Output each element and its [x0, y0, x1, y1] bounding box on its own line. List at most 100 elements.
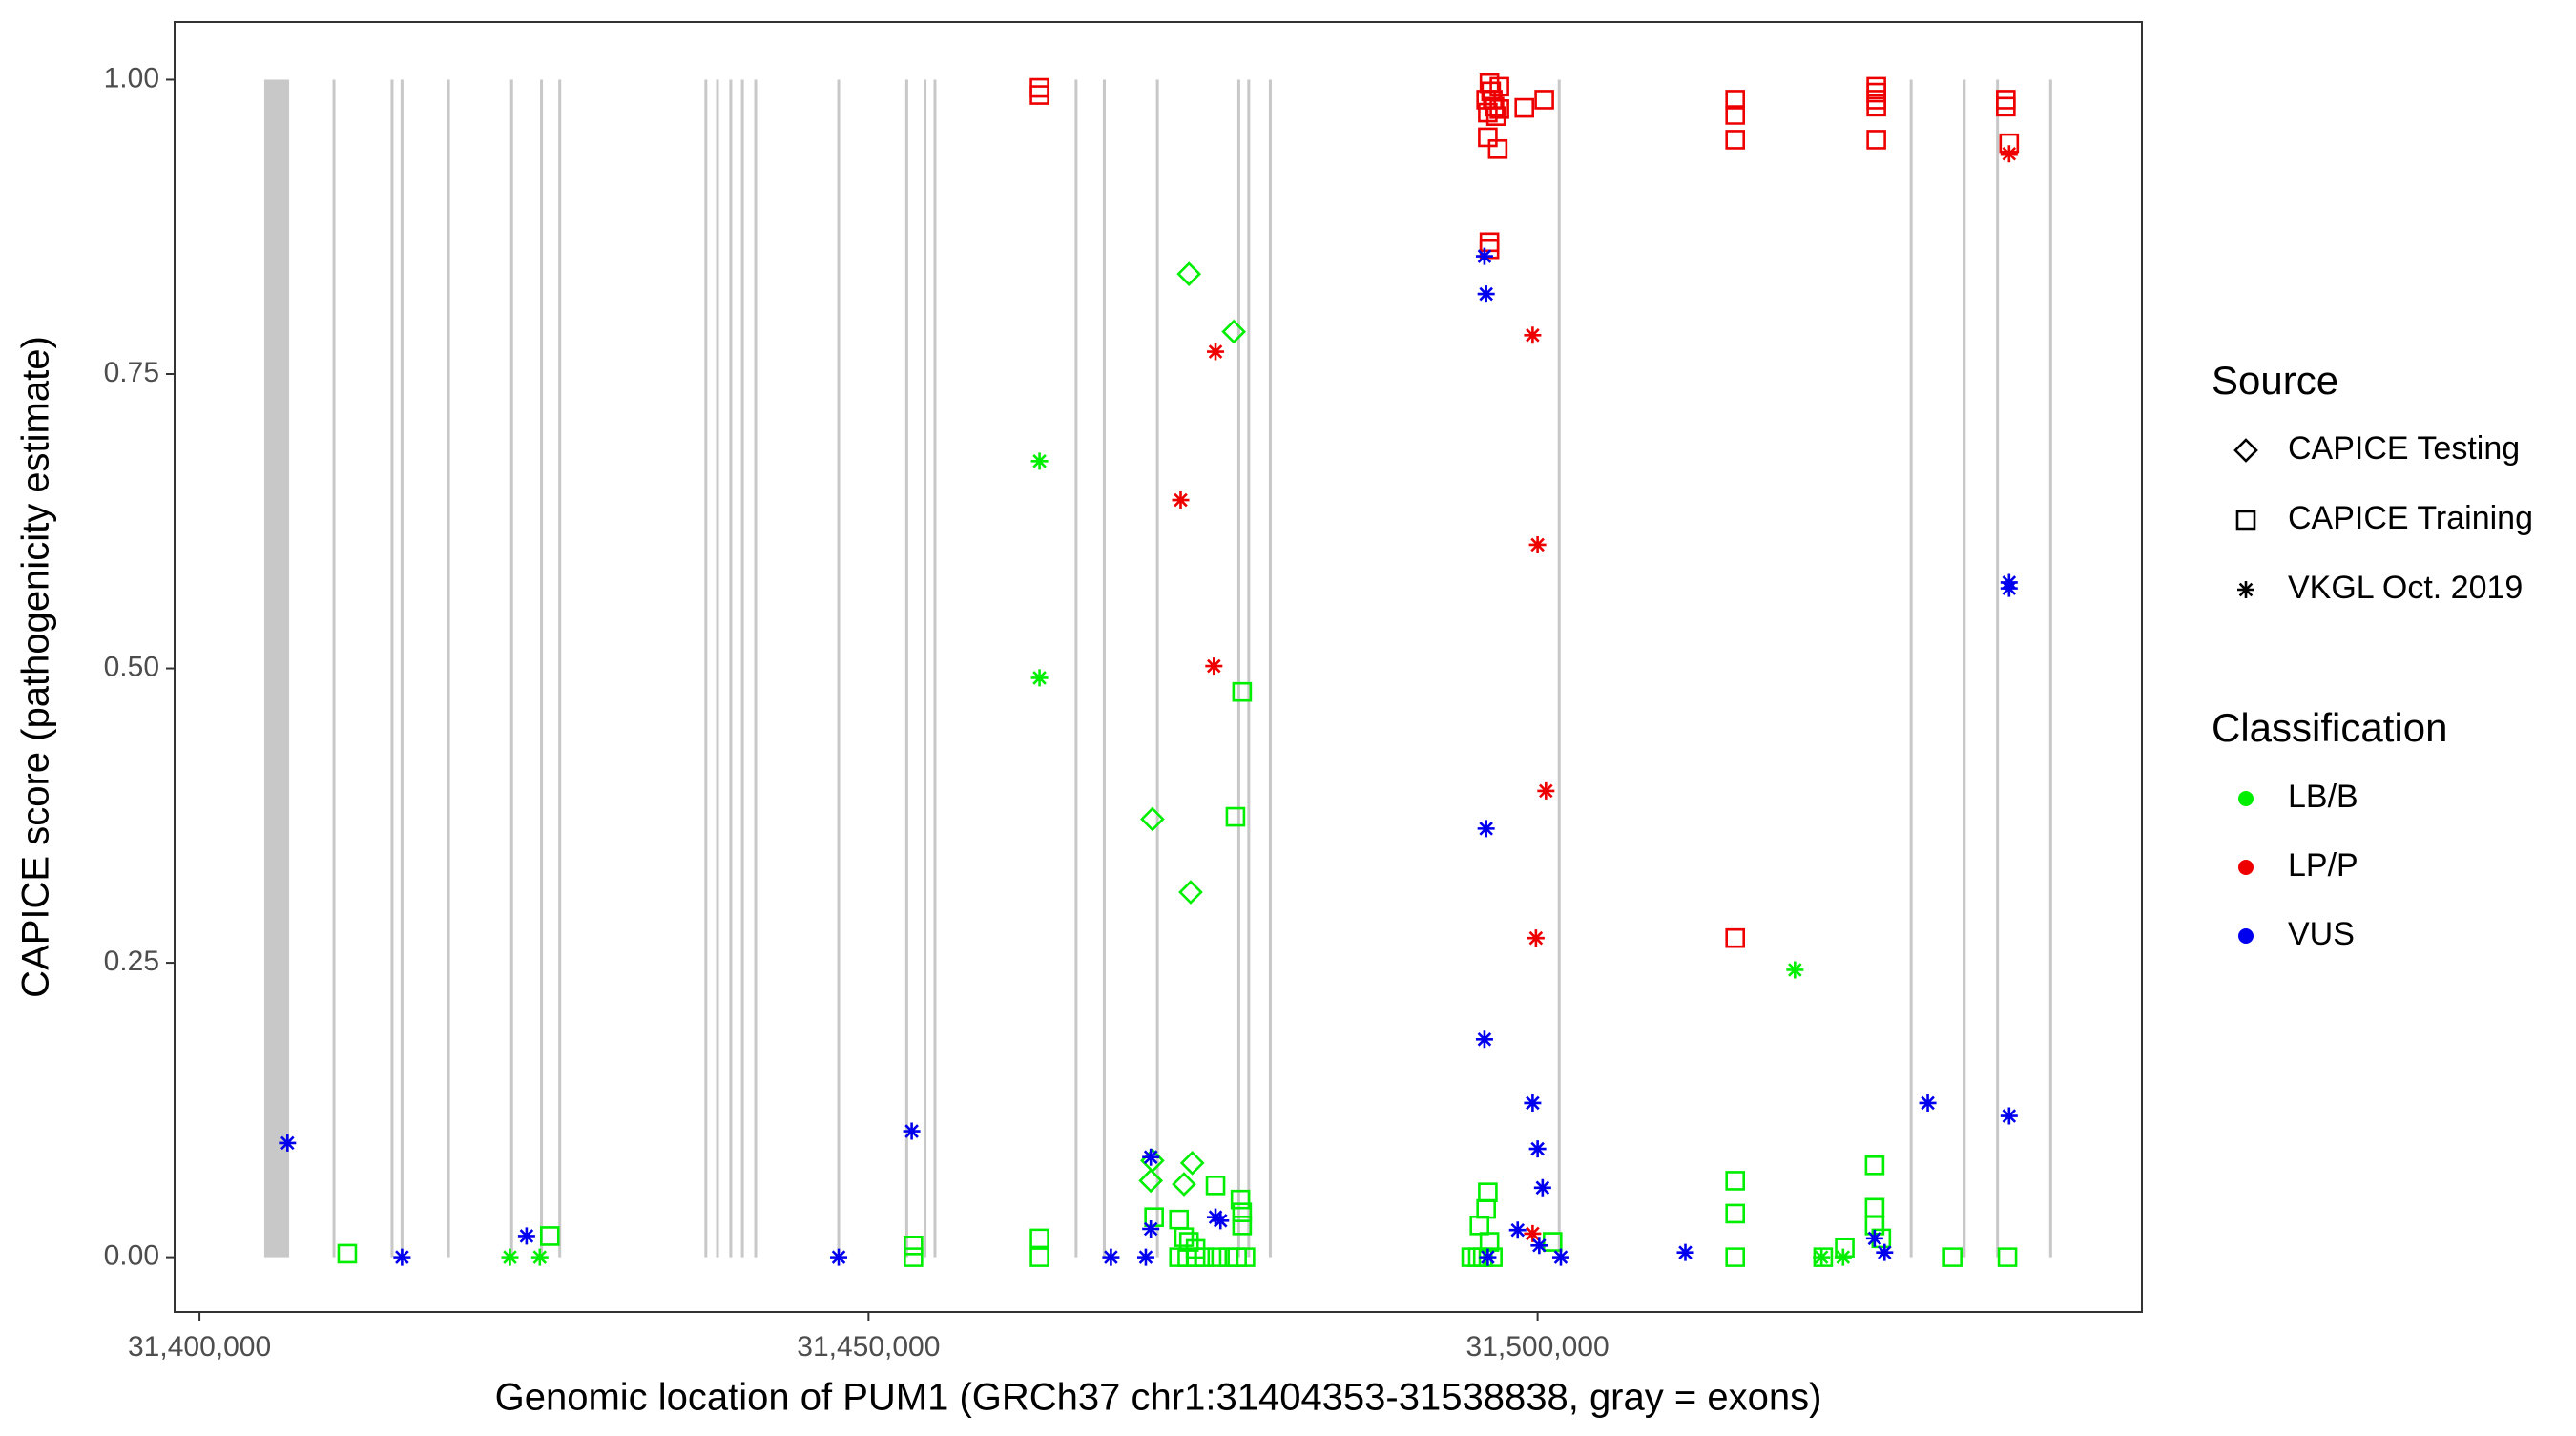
point — [1030, 452, 1049, 470]
point — [1537, 781, 1555, 800]
point — [1813, 1248, 1831, 1266]
point — [1508, 1221, 1527, 1239]
point — [1477, 820, 1495, 838]
point — [1475, 1030, 1493, 1049]
point — [1489, 99, 1509, 119]
legend-symbol — [2238, 860, 2254, 875]
exon — [558, 79, 562, 1258]
x-tick-label: 31,450,000 — [797, 1331, 940, 1363]
point — [1138, 1168, 1164, 1194]
point — [1232, 1215, 1253, 1236]
exon — [540, 79, 544, 1258]
point — [1212, 1212, 1230, 1230]
point — [2000, 579, 2018, 597]
exon — [263, 79, 290, 1258]
point — [1479, 1248, 1497, 1266]
point — [1029, 1247, 1049, 1267]
point — [1999, 133, 2020, 154]
point — [517, 1227, 535, 1245]
point — [1524, 1224, 1542, 1242]
exon — [447, 79, 450, 1258]
point — [1876, 1243, 1894, 1261]
point — [1029, 85, 1049, 105]
x-tick-label: 31,500,000 — [1466, 1331, 1610, 1363]
point — [1530, 1237, 1548, 1255]
x-tick-label: 31,400,000 — [128, 1331, 271, 1363]
exon — [1268, 79, 1272, 1258]
point — [1865, 1229, 1883, 1247]
point — [903, 1122, 921, 1140]
y-tick-label: 0.00 — [104, 1240, 159, 1272]
exon — [924, 79, 927, 1258]
legend-label: VUS — [2288, 916, 2355, 952]
point — [1476, 90, 1496, 110]
exon — [1236, 79, 1240, 1258]
point — [1996, 96, 2016, 117]
point — [1487, 138, 1508, 159]
point — [337, 1243, 358, 1264]
legend-label: CAPICE Testing — [2288, 430, 2520, 467]
point — [1205, 1176, 1226, 1196]
exon — [729, 79, 733, 1258]
legend-symbol — [2238, 791, 2254, 806]
exon — [1996, 79, 2000, 1258]
plot-border — [174, 21, 2143, 1313]
point — [1479, 1232, 1500, 1252]
point — [1725, 130, 1745, 150]
x-axis-title: Genomic location of PUM1 (GRCh37 chr1:31… — [495, 1377, 1822, 1419]
point — [1179, 1151, 1205, 1176]
point — [1221, 319, 1247, 344]
point — [1225, 806, 1246, 827]
exon — [400, 79, 404, 1258]
legend-label: CAPICE Training — [2288, 500, 2533, 536]
legend-symbol — [2237, 581, 2254, 598]
point — [1676, 1243, 1694, 1261]
point — [1172, 1172, 1196, 1197]
point — [1489, 76, 1509, 97]
point — [1864, 1155, 1885, 1176]
point — [1136, 1248, 1154, 1266]
point — [1207, 343, 1225, 361]
y-tick-label: 0.75 — [104, 357, 159, 388]
point — [1478, 127, 1498, 148]
legend-label: LB/B — [2288, 779, 2358, 815]
point — [539, 1226, 560, 1246]
point — [530, 1248, 549, 1266]
point — [1725, 927, 1745, 948]
point — [1864, 1215, 1885, 1236]
point — [1528, 535, 1547, 553]
point — [393, 1248, 411, 1266]
point — [1172, 491, 1190, 510]
exon — [837, 79, 841, 1258]
y-tick-label: 0.50 — [104, 651, 159, 682]
point — [1725, 105, 1745, 125]
legend-label: LP/P — [2288, 847, 2358, 884]
point — [1205, 657, 1223, 676]
exon — [1963, 79, 1966, 1258]
point — [1174, 1227, 1195, 1247]
legend-symbol — [2238, 928, 2254, 944]
point — [1176, 261, 1202, 286]
exon — [390, 79, 394, 1258]
exon — [933, 79, 937, 1258]
point — [1476, 1198, 1496, 1219]
point — [1725, 1203, 1745, 1224]
point — [1514, 97, 1534, 118]
point — [1485, 96, 1505, 117]
point — [2000, 145, 2018, 163]
point — [1477, 285, 1495, 303]
point — [1866, 96, 1886, 117]
point — [1178, 880, 1203, 905]
exon — [1247, 79, 1251, 1258]
point — [1142, 1148, 1160, 1166]
y-axis-title: CAPICE score (pathogenicity estimate) — [15, 336, 57, 998]
point — [1533, 1178, 1551, 1197]
exon — [904, 79, 908, 1258]
point — [1835, 1238, 1855, 1259]
y-tick-label: 0.25 — [104, 946, 159, 977]
point — [1527, 929, 1545, 947]
point — [1725, 1171, 1745, 1191]
point — [1478, 1182, 1498, 1203]
exon — [1074, 79, 1078, 1258]
